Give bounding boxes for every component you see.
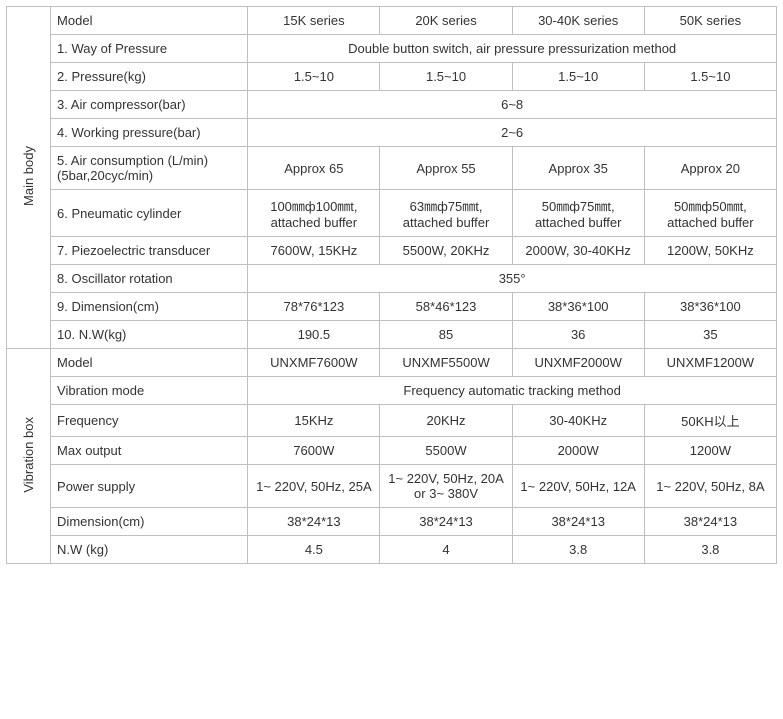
- cell: 38*24*13: [380, 508, 512, 536]
- table-row: Dimension(cm) 38*24*13 38*24*13 38*24*13…: [7, 508, 777, 536]
- cell: UNXMF1200W: [644, 349, 776, 377]
- cell: Frequency automatic tracking method: [248, 377, 777, 405]
- cell: 2~6: [248, 119, 777, 147]
- cell: 63㎜ф75㎜t, attached buffer: [380, 190, 512, 237]
- param-label: Dimension(cm): [51, 508, 248, 536]
- cell: 15KHz: [248, 405, 380, 437]
- cell: 190.5: [248, 321, 380, 349]
- spec-table: Main body Model 15K series 20K series 30…: [6, 6, 777, 564]
- cell: 1.5~10: [512, 63, 644, 91]
- param-label: Model: [51, 7, 248, 35]
- cell: 1~ 220V, 50Hz, 12A: [512, 465, 644, 508]
- cell: 20KHz: [380, 405, 512, 437]
- cell: 38*24*13: [248, 508, 380, 536]
- param-label: Power supply: [51, 465, 248, 508]
- cell: 58*46*123: [380, 293, 512, 321]
- cell: 1~ 220V, 50Hz, 8A: [644, 465, 776, 508]
- section-vibration-box: Vibration box: [7, 349, 51, 564]
- cell: Approx 65: [248, 147, 380, 190]
- cell: 38*24*13: [644, 508, 776, 536]
- cell: 3.8: [644, 536, 776, 564]
- col-header: 30-40K series: [512, 7, 644, 35]
- cell: UNXMF5500W: [380, 349, 512, 377]
- cell: 4.5: [248, 536, 380, 564]
- param-label: 3. Air compressor(bar): [51, 91, 248, 119]
- table-row: 2. Pressure(kg) 1.5~10 1.5~10 1.5~10 1.5…: [7, 63, 777, 91]
- table-row: Max output 7600W 5500W 2000W 1200W: [7, 437, 777, 465]
- cell: UNXMF7600W: [248, 349, 380, 377]
- param-label: Frequency: [51, 405, 248, 437]
- table-row: 3. Air compressor(bar) 6~8: [7, 91, 777, 119]
- table-row: Power supply 1~ 220V, 50Hz, 25A 1~ 220V,…: [7, 465, 777, 508]
- cell: 38*24*13: [512, 508, 644, 536]
- cell: 2000W, 30-40KHz: [512, 237, 644, 265]
- cell: 5500W, 20KHz: [380, 237, 512, 265]
- cell: 3.8: [512, 536, 644, 564]
- cell: 1.5~10: [644, 63, 776, 91]
- cell: 50KH以上: [644, 405, 776, 437]
- table-row: 6. Pneumatic cylinder 100㎜ф100㎜t, attach…: [7, 190, 777, 237]
- cell: 50㎜ф75㎜t, attached buffer: [512, 190, 644, 237]
- cell: 100㎜ф100㎜t, attached buffer: [248, 190, 380, 237]
- param-label: 5. Air consumption (L/min)(5bar,20cyc/mi…: [51, 147, 248, 190]
- param-label: 8. Oscillator rotation: [51, 265, 248, 293]
- table-row: 4. Working pressure(bar) 2~6: [7, 119, 777, 147]
- col-header: 15K series: [248, 7, 380, 35]
- cell: 78*76*123: [248, 293, 380, 321]
- table-row: Frequency 15KHz 20KHz 30-40KHz 50KH以上: [7, 405, 777, 437]
- cell: 2000W: [512, 437, 644, 465]
- param-label: 1. Way of Pressure: [51, 35, 248, 63]
- cell: 7600W, 15KHz: [248, 237, 380, 265]
- cell: 6~8: [248, 91, 777, 119]
- table-row: Vibration box Model UNXMF7600W UNXMF5500…: [7, 349, 777, 377]
- param-label: N.W (kg): [51, 536, 248, 564]
- cell: 38*36*100: [644, 293, 776, 321]
- param-label: 6. Pneumatic cylinder: [51, 190, 248, 237]
- table-row: Main body Model 15K series 20K series 30…: [7, 7, 777, 35]
- table-row: 7. Piezoelectric transducer 7600W, 15KHz…: [7, 237, 777, 265]
- table-row: 10. N.W(kg) 190.5 85 36 35: [7, 321, 777, 349]
- cell: 1200W: [644, 437, 776, 465]
- cell: 355°: [248, 265, 777, 293]
- cell: 1200W, 50KHz: [644, 237, 776, 265]
- cell: Double button switch, air pressure press…: [248, 35, 777, 63]
- col-header: 50K series: [644, 7, 776, 35]
- cell: 30-40KHz: [512, 405, 644, 437]
- cell: 5500W: [380, 437, 512, 465]
- cell: 1~ 220V, 50Hz, 25A: [248, 465, 380, 508]
- param-label: Model: [51, 349, 248, 377]
- cell: 50㎜ф50㎜t, attached buffer: [644, 190, 776, 237]
- cell: 4: [380, 536, 512, 564]
- table-row: N.W (kg) 4.5 4 3.8 3.8: [7, 536, 777, 564]
- cell: 35: [644, 321, 776, 349]
- param-label: Vibration mode: [51, 377, 248, 405]
- table-row: 9. Dimension(cm) 78*76*123 58*46*123 38*…: [7, 293, 777, 321]
- col-header: 20K series: [380, 7, 512, 35]
- section-label: Main body: [21, 146, 36, 206]
- param-label: 2. Pressure(kg): [51, 63, 248, 91]
- cell: Approx 20: [644, 147, 776, 190]
- param-label: 4. Working pressure(bar): [51, 119, 248, 147]
- param-label: Max output: [51, 437, 248, 465]
- cell: 36: [512, 321, 644, 349]
- table-row: 1. Way of Pressure Double button switch,…: [7, 35, 777, 63]
- param-label: 9. Dimension(cm): [51, 293, 248, 321]
- cell: 1.5~10: [248, 63, 380, 91]
- cell: 38*36*100: [512, 293, 644, 321]
- section-label: Vibration box: [21, 417, 36, 493]
- cell: Approx 35: [512, 147, 644, 190]
- cell: 1.5~10: [380, 63, 512, 91]
- table-row: Vibration mode Frequency automatic track…: [7, 377, 777, 405]
- cell: 1~ 220V, 50Hz, 20A or 3~ 380V: [380, 465, 512, 508]
- cell: 85: [380, 321, 512, 349]
- section-main-body: Main body: [7, 7, 51, 349]
- param-label: 7. Piezoelectric transducer: [51, 237, 248, 265]
- table-row: 8. Oscillator rotation 355°: [7, 265, 777, 293]
- table-row: 5. Air consumption (L/min)(5bar,20cyc/mi…: [7, 147, 777, 190]
- cell: 7600W: [248, 437, 380, 465]
- cell: Approx 55: [380, 147, 512, 190]
- param-label: 10. N.W(kg): [51, 321, 248, 349]
- cell: UNXMF2000W: [512, 349, 644, 377]
